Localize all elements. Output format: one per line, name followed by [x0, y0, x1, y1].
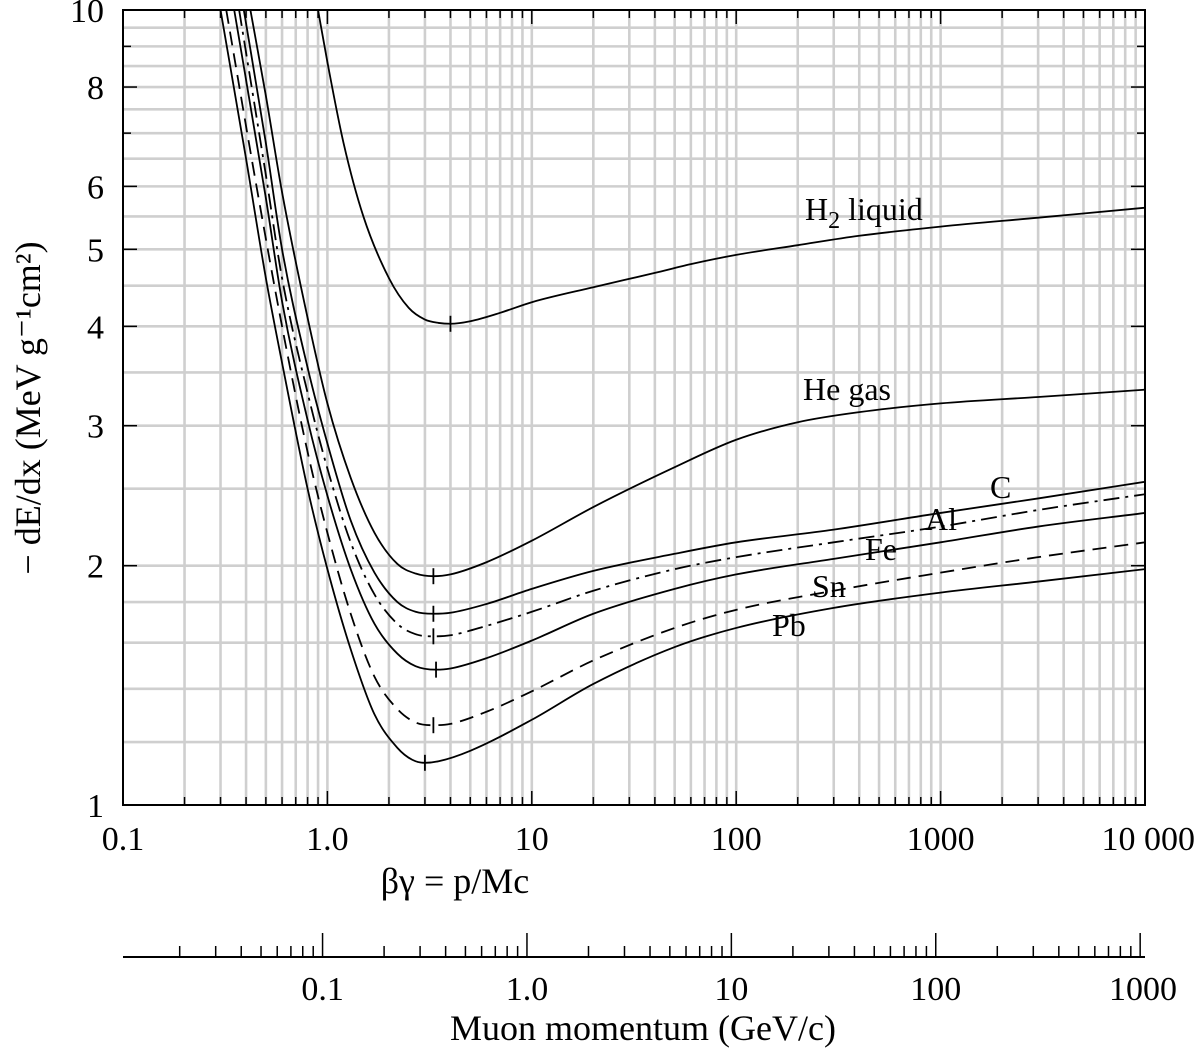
x-tick-label: 10 [515, 821, 549, 858]
curve-label-c: C [990, 469, 1011, 505]
x-tick-label: 1.0 [306, 821, 349, 858]
series-he-gas [249, 10, 1145, 585]
curve-label-he-gas: He gas [803, 371, 891, 407]
curve-sn [225, 10, 1145, 727]
curve-fe [233, 10, 1145, 671]
y-tick-label: 5 [87, 232, 104, 269]
x-tick-label: 100 [711, 821, 762, 858]
x-tick-label: 10 000 [1102, 821, 1196, 858]
y-tick-label: 1 [87, 788, 104, 825]
series-c [242, 10, 1145, 622]
grid [123, 10, 1145, 805]
curve-label-al: Al [925, 501, 957, 537]
curve-label-fe: Fe [865, 531, 897, 567]
series-fe [233, 10, 1145, 678]
secondary-tick-label: 1.0 [506, 971, 549, 1008]
y-tick-label: 10 [70, 0, 104, 30]
secondary-axis-tick-labels: 0.1 1.0 10 100 1000 [301, 971, 1177, 1008]
y-tick-label: 6 [87, 169, 104, 206]
y-tick-label: 3 [87, 409, 104, 446]
axis-ticks [123, 9, 1145, 806]
curve-al [238, 10, 1145, 638]
plot-frame [122, 9, 1146, 806]
curve-pb [219, 10, 1145, 764]
curve-h2-liquid [317, 10, 1145, 325]
secondary-axis: 0.1 1.0 10 100 1000 Muon momentum (GeV/c) [123, 933, 1177, 1048]
series-sn [225, 10, 1145, 734]
series-al [238, 10, 1145, 645]
y-axis-title: − dE/dx (MeV g⁻¹cm²) [8, 241, 48, 574]
secondary-tick-label: 100 [910, 971, 961, 1008]
y-tick-label: 4 [87, 309, 104, 346]
curve-he-gas [249, 10, 1145, 578]
x-axis-title: βγ = p/Mc [381, 861, 530, 901]
x-tick-label: 0.1 [102, 821, 145, 858]
secondary-axis-ticks [178, 933, 1141, 957]
y-tick-labels: 1 2 3 4 5 6 8 10 [70, 0, 104, 825]
secondary-tick-label: 0.1 [301, 971, 344, 1008]
y-tick-label: 2 [87, 549, 104, 586]
x-tick-labels: 0.1 1.0 10 100 1000 10 000 [102, 821, 1195, 858]
series-h2-liquid [317, 10, 1145, 332]
x-tick-label: 1000 [907, 821, 975, 858]
curve-c [242, 10, 1145, 615]
secondary-tick-label: 1000 [1109, 971, 1177, 1008]
curve-label-suffix: liquid [840, 191, 923, 227]
curves [219, 10, 1145, 771]
curve-label-subscript: 2 [828, 208, 840, 234]
curve-label-sn: Sn [812, 568, 846, 604]
curve-label-pb: Pb [772, 607, 806, 643]
series-pb [219, 10, 1145, 771]
y-tick-label: 8 [87, 70, 104, 107]
secondary-tick-label: 10 [714, 971, 748, 1008]
curve-label-h2-liquid: H2 liquid [805, 191, 923, 234]
secondary-axis-title: Muon momentum (GeV/c) [450, 1008, 836, 1048]
